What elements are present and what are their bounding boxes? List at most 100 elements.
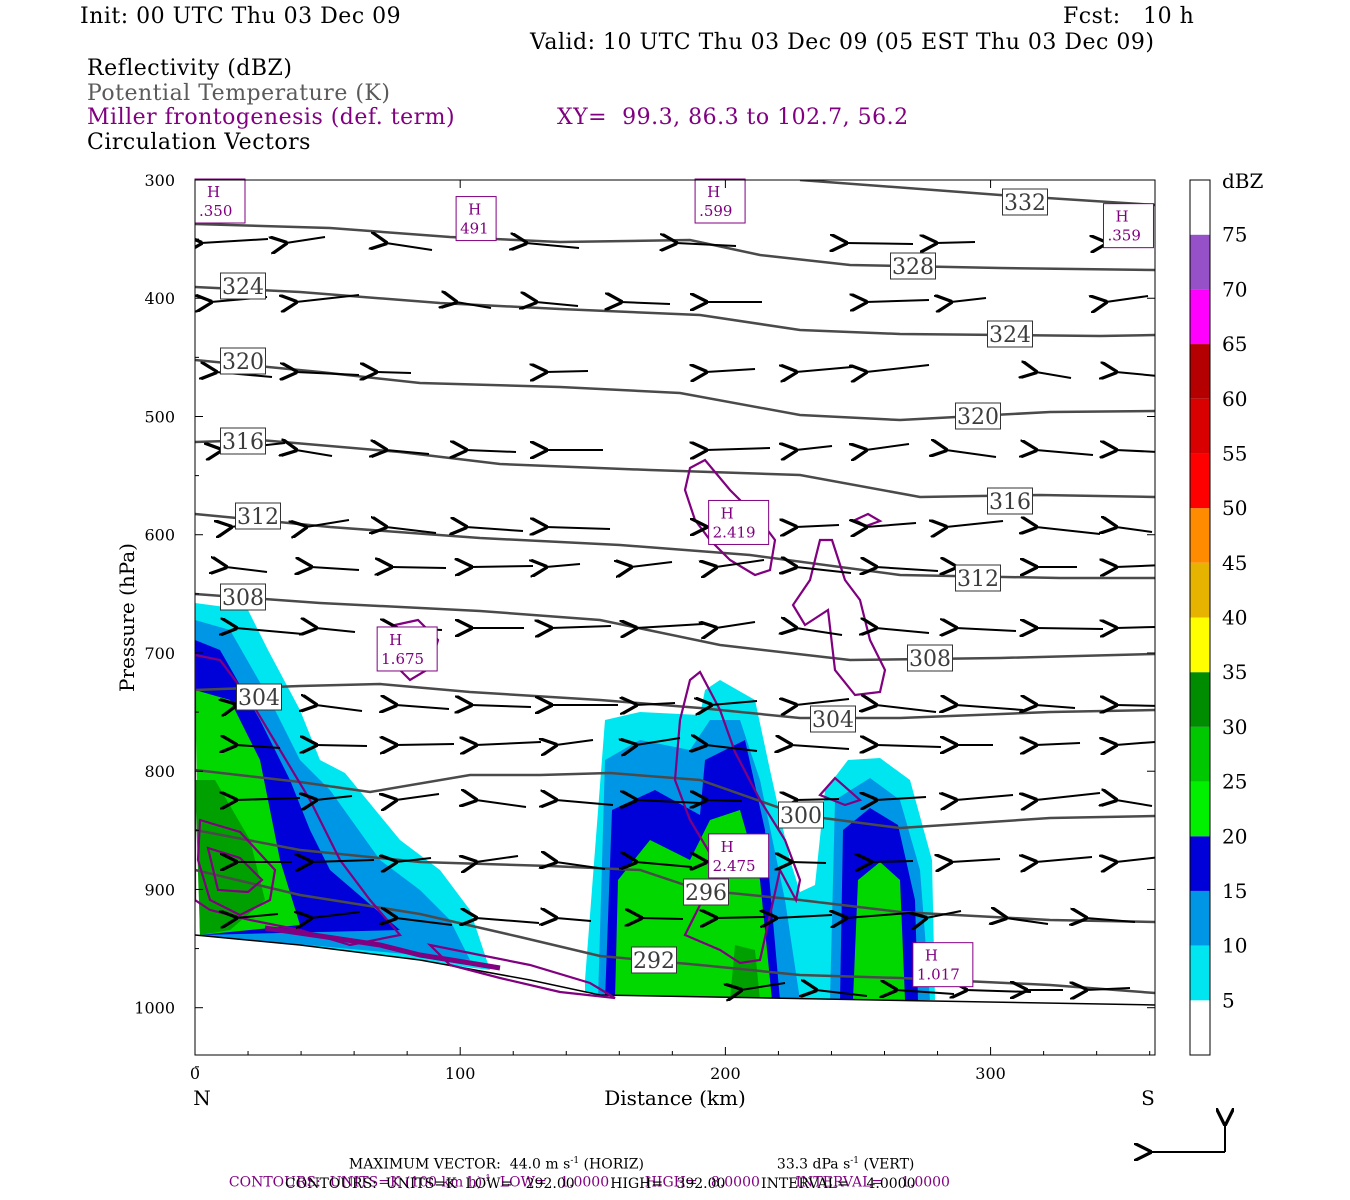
cross-section-endpoints: XY= 99.3, 86.3 to 102.7, 56.2 — [557, 105, 909, 130]
theta-contour-8 — [195, 768, 1155, 830]
circulation-vector-10 — [456, 302, 492, 308]
theta-label-box-12 — [236, 683, 282, 711]
theta-label-box-15 — [683, 878, 729, 906]
circulation-vector-84 — [236, 745, 281, 748]
circulation-vector-99 — [476, 800, 527, 807]
circulation-vector-103 — [796, 799, 840, 800]
fronto-max-h-4: H — [721, 504, 734, 522]
theta-label-8: 312 — [237, 505, 279, 530]
circulation-vector-50 — [391, 567, 447, 568]
circulation-vector-67 — [796, 628, 843, 635]
circulation-vector-134 — [896, 990, 955, 994]
colorbar-segment-5 — [1190, 726, 1210, 782]
frontogenesis-range: LOW= 1.0000 HIGH= 8.0000 INTERVAL= 1.000… — [490, 1174, 950, 1191]
circulation-vector-27 — [296, 450, 333, 456]
max-vector-text: MAXIMUM VECTOR: 44.0 m s-1 (HORIZ) — [340, 1140, 644, 1173]
colorbar-level-25: 25 — [1222, 770, 1247, 794]
circulation-vector-54 — [716, 560, 765, 567]
theta-label-box-4 — [220, 347, 266, 375]
fronto-max-h-6: H — [721, 838, 734, 856]
plot-frame — [194, 179, 1156, 1056]
circulation-vector-121 — [311, 912, 361, 918]
circulation-vector-116 — [871, 861, 914, 862]
circulation-vector-130 — [1006, 918, 1049, 924]
circulation-vector-123 — [476, 918, 540, 923]
axes: 300 400 500 600 700 800 900 1000 0 100 200 300 Dista… — [115, 171, 1155, 1110]
colorbar-level-10: 10 — [1222, 934, 1247, 958]
theta-label-0: 332 — [1004, 191, 1046, 216]
circulation-vector-24 — [1036, 372, 1072, 378]
theta-label-box-14 — [778, 801, 824, 829]
circulation-vector-48 — [226, 567, 268, 572]
circulation-vector-88 — [556, 740, 594, 745]
colorbar-segment-4 — [1190, 781, 1210, 837]
y-tick-label-2: 500 — [144, 407, 175, 426]
circulation-vector-90 — [706, 745, 758, 751]
circulation-vector-36 — [1116, 450, 1155, 453]
circulation-vector-104 — [876, 797, 927, 800]
circulation-vector-65 — [636, 624, 704, 628]
colorbar-level-65: 65 — [1222, 332, 1247, 356]
south-end-label: S — [1141, 1086, 1155, 1110]
theta-label-10: 308 — [222, 586, 264, 611]
circulation-vector-19 — [376, 372, 412, 373]
theta-label-1: 328 — [892, 255, 934, 280]
fronto-max-value-1: 491 — [460, 220, 489, 238]
theta-label-6: 316 — [222, 430, 264, 455]
circulation-vector-21 — [706, 369, 756, 372]
contour-labels: 332 328 324 324 320 320 316 316 312 312 308 308 304 3… — [194, 178, 1154, 988]
circulation-vector-4 — [676, 243, 737, 246]
circulation-vector-61 — [316, 628, 356, 632]
theta-label-15: 296 — [685, 881, 727, 906]
colorbar-segment-9 — [1190, 508, 1210, 563]
circulation-vector-16 — [1106, 296, 1149, 302]
theta-label-3: 324 — [989, 323, 1031, 348]
circulation-vector-101 — [636, 800, 701, 803]
circulation-vector-56 — [876, 567, 939, 571]
colorbar-segment-3 — [1190, 836, 1210, 891]
circulation-vector-38 — [306, 519, 350, 527]
circulation-vector-73 — [316, 705, 363, 711]
circulation-vector-34 — [946, 450, 997, 457]
circulation-vector-89 — [636, 737, 681, 745]
circulation-vector-47 — [1116, 527, 1153, 532]
circulation-vector-46 — [1036, 527, 1101, 534]
circulation-vector-18 — [296, 372, 360, 375]
circulation-vector-68 — [876, 628, 930, 633]
circulation-vector-71 — [1116, 627, 1155, 628]
circulation-vector-23 — [866, 365, 930, 372]
circulation-vector-51 — [471, 566, 534, 567]
theta-label-box-6 — [220, 427, 266, 455]
x-tick-label-1: 100 — [445, 1064, 476, 1083]
circulation-vector-106 — [1036, 793, 1101, 800]
circulation-vector-69 — [956, 628, 1017, 631]
theta-label-9: 312 — [957, 567, 999, 592]
colorbar-segment-12 — [1190, 344, 1210, 399]
theta-label-5: 320 — [957, 405, 999, 430]
theta-label-box-5 — [955, 402, 1001, 430]
circulation-vector-98 — [396, 794, 440, 800]
y-tick-label-7: 1000 — [134, 999, 175, 1018]
circulation-vector-125 — [641, 918, 684, 919]
circulation-vector-66 — [716, 622, 756, 628]
circulation-vector-6 — [936, 242, 976, 243]
terrain-mask — [195, 935, 1155, 1055]
frontogenesis-contour-7 — [196, 818, 277, 917]
circulation-vector-120 — [236, 914, 279, 918]
circulation-vector-31 — [706, 448, 771, 450]
init-time: Init: 00 UTC Thu 03 Dec 09 — [80, 4, 402, 29]
forecast-hour: Fcst: 10 h — [1063, 4, 1195, 29]
north-end-label: N — [193, 1086, 211, 1110]
circulation-vector-60 — [236, 628, 304, 634]
terrain-line — [195, 934, 1155, 1006]
fronto-max-box-3 — [1102, 203, 1154, 249]
circulation-vector-96 — [236, 798, 301, 800]
fronto-max-h-2: H — [707, 183, 720, 201]
circulation-vector-133 — [816, 990, 868, 996]
colorbar-level-50: 50 — [1222, 496, 1247, 520]
y-tick-label-6: 900 — [144, 880, 175, 899]
theta-label-box-3 — [987, 320, 1033, 348]
circulation-vector-132 — [741, 982, 786, 990]
field-circulation-vectors: Circulation Vectors — [87, 130, 311, 155]
circulation-vector-75 — [471, 705, 532, 707]
